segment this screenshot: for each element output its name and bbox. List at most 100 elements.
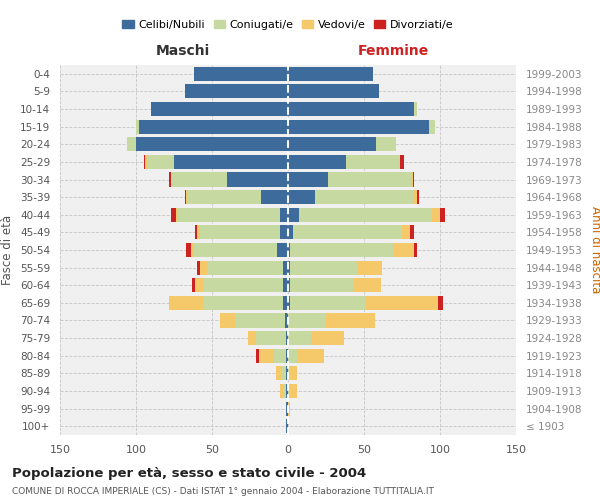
Bar (411, 172, 413, 186)
Bar (440, 208, 445, 222)
Bar (285, 314, 288, 328)
Bar (299, 208, 433, 222)
Bar (188, 190, 260, 204)
Bar (143, 155, 145, 169)
Bar (256, 348, 259, 363)
Bar (288, 348, 297, 363)
Bar (413, 172, 414, 186)
Bar (286, 402, 288, 415)
Bar (139, 120, 288, 134)
Bar (203, 296, 283, 310)
Bar (402, 226, 410, 239)
Bar (288, 314, 326, 328)
Bar (172, 172, 227, 186)
Bar (414, 243, 417, 257)
Bar (256, 331, 286, 345)
Text: Popolazione per età, sesso e stato civile - 2004: Popolazione per età, sesso e stato civil… (12, 468, 366, 480)
Bar (288, 402, 290, 415)
Text: COMUNE DI ROCCA IMPERIALE (CS) - Dati ISTAT 1° gennaio 2004 - Elaborazione TUTTI: COMUNE DI ROCCA IMPERIALE (CS) - Dati IS… (12, 488, 434, 496)
Bar (185, 190, 186, 204)
Bar (136, 137, 288, 152)
Bar (290, 260, 358, 274)
Bar (171, 208, 176, 222)
Text: Femmine: Femmine (357, 44, 428, 58)
Bar (283, 260, 288, 274)
Bar (220, 314, 235, 328)
Bar (316, 190, 414, 204)
Bar (288, 155, 346, 169)
Bar (288, 260, 290, 274)
Bar (195, 226, 197, 239)
Bar (274, 348, 286, 363)
Bar (259, 348, 274, 363)
Bar (433, 208, 440, 222)
Bar (414, 102, 417, 116)
Bar (365, 296, 439, 310)
Bar (288, 208, 299, 222)
Bar (283, 296, 288, 310)
Bar (145, 155, 146, 169)
Bar (286, 366, 288, 380)
Bar (177, 208, 280, 222)
Bar (280, 226, 288, 239)
Bar (194, 67, 288, 81)
Bar (277, 243, 288, 257)
Bar (353, 278, 381, 292)
Bar (283, 278, 288, 292)
Bar (297, 348, 325, 363)
Bar (146, 155, 174, 169)
Bar (288, 102, 414, 116)
Bar (185, 84, 288, 98)
Bar (288, 243, 290, 257)
Bar (194, 243, 277, 257)
Bar (290, 296, 365, 310)
Text: Maschi: Maschi (156, 44, 210, 58)
Bar (288, 384, 290, 398)
Bar (288, 190, 316, 204)
Bar (328, 172, 411, 186)
Bar (288, 331, 311, 345)
Bar (169, 172, 171, 186)
Bar (127, 137, 136, 152)
Bar (288, 296, 290, 310)
Legend: Celibi/Nubili, Coniugati/e, Vedovi/e, Divorziati/e: Celibi/Nubili, Coniugati/e, Vedovi/e, Di… (118, 15, 458, 34)
Bar (286, 419, 288, 433)
Bar (169, 296, 203, 310)
Bar (290, 384, 297, 398)
Bar (197, 226, 200, 239)
Bar (260, 190, 288, 204)
Bar (280, 384, 283, 398)
Bar (358, 260, 382, 274)
Bar (136, 120, 139, 134)
Bar (439, 296, 443, 310)
Bar (311, 331, 344, 345)
Bar (151, 102, 288, 116)
Bar (288, 366, 290, 380)
Bar (227, 172, 288, 186)
Bar (288, 278, 290, 292)
Bar (208, 260, 283, 274)
Bar (186, 190, 188, 204)
Bar (414, 190, 417, 204)
Bar (376, 137, 396, 152)
Bar (191, 243, 194, 257)
Bar (248, 331, 256, 345)
Bar (290, 243, 393, 257)
Bar (286, 384, 288, 398)
Bar (280, 208, 288, 222)
Bar (288, 172, 328, 186)
Bar (203, 278, 283, 292)
Bar (286, 331, 288, 345)
Y-axis label: Anni di nascita: Anni di nascita (589, 206, 600, 294)
Bar (200, 260, 208, 274)
Bar (417, 190, 419, 204)
Bar (276, 366, 282, 380)
Bar (283, 384, 286, 398)
Bar (235, 314, 285, 328)
Bar (286, 348, 288, 363)
Bar (346, 155, 399, 169)
Bar (288, 84, 379, 98)
Bar (174, 155, 288, 169)
Bar (197, 260, 200, 274)
Bar (282, 366, 286, 380)
